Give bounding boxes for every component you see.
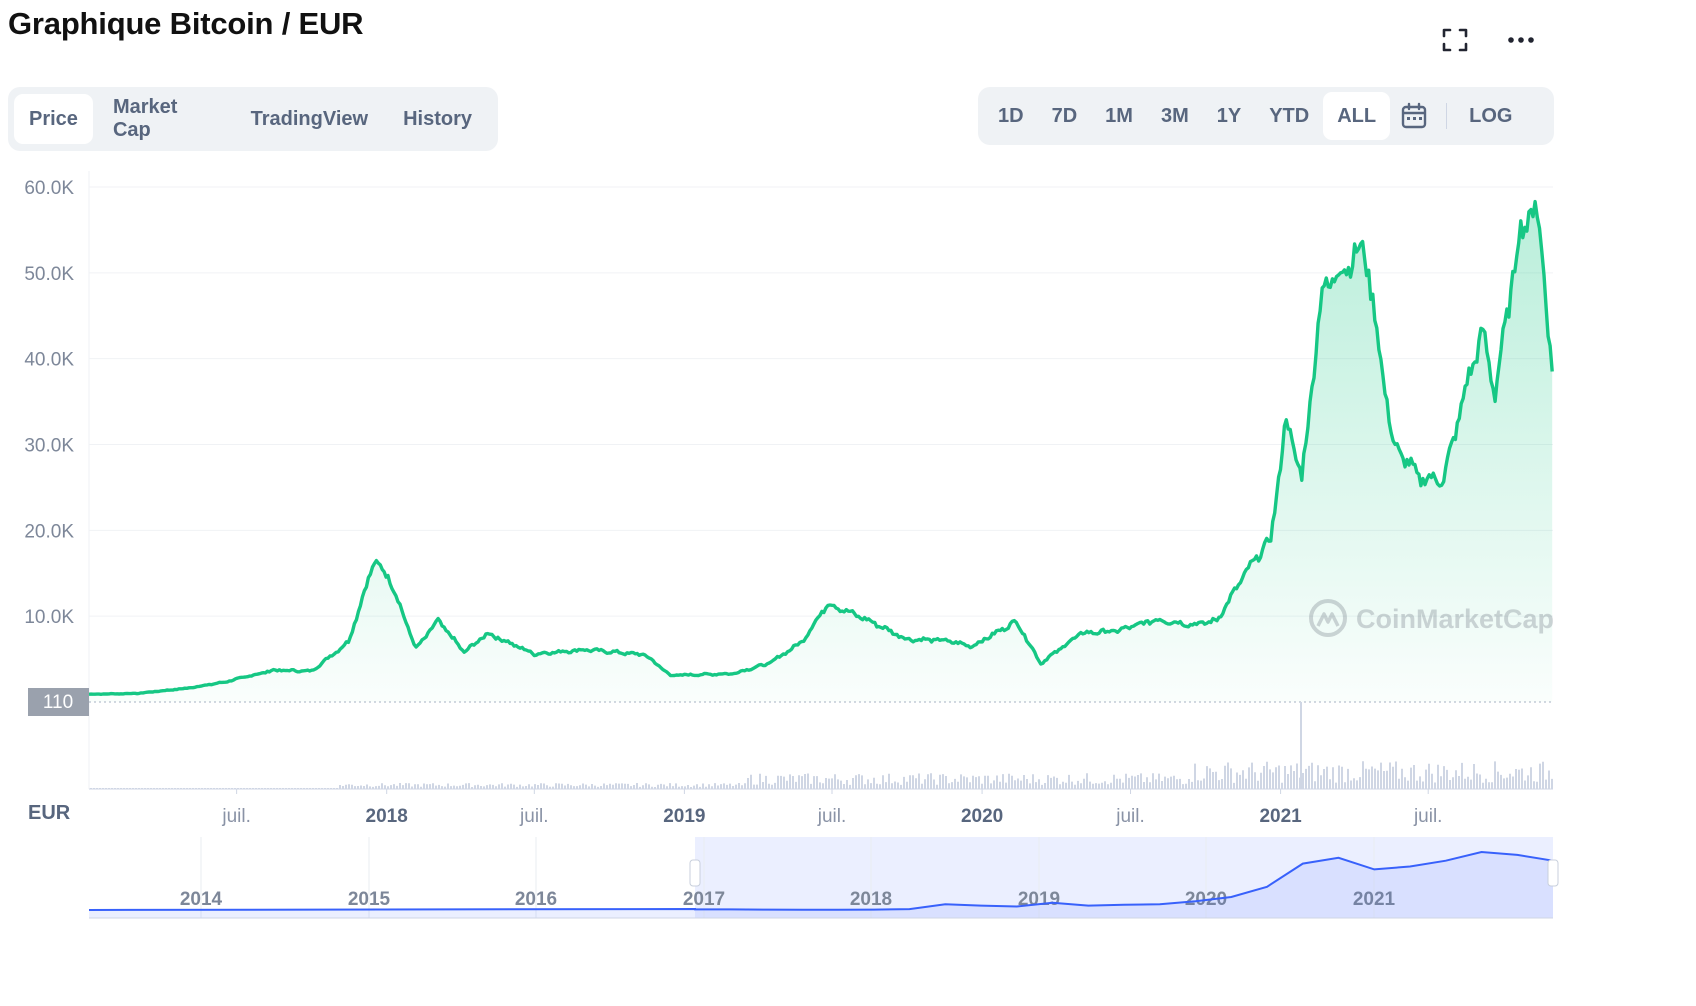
- price-line: [88, 199, 1554, 696]
- navigator-handle-right[interactable]: [1547, 859, 1559, 887]
- more-dots-icon: [1508, 37, 1534, 43]
- range-divider: [1446, 103, 1448, 129]
- range-1y[interactable]: 1Y: [1216, 104, 1242, 127]
- y-tick-label: 60.0K: [24, 178, 74, 199]
- range-1d[interactable]: 1D: [998, 104, 1024, 127]
- expand-icon: [1442, 28, 1468, 52]
- x-tick-label: juil.: [817, 806, 847, 827]
- tab-tradingview[interactable]: TradingView: [250, 107, 369, 130]
- x-tick-label: juil.: [221, 806, 251, 827]
- time-navigator[interactable]: 2014 2015 2016 2017 2018 2019 2020 2021: [88, 837, 1559, 919]
- baseline-label: 110: [43, 692, 73, 713]
- tab-market-cap[interactable]: Market Cap: [112, 96, 178, 141]
- page-title: Graphique Bitcoin / EUR: [8, 6, 364, 41]
- log-scale-toggle[interactable]: LOG: [1469, 104, 1513, 127]
- navigator-label: 2018: [850, 889, 892, 910]
- fullscreen-button[interactable]: [1433, 18, 1477, 62]
- x-tick-label: 2018: [366, 806, 408, 827]
- x-tick-label: 2021: [1259, 806, 1302, 827]
- navigator-label: 2016: [515, 889, 557, 910]
- y-tick-label: 30.0K: [24, 436, 74, 457]
- chart-type-tabs: Price Market Cap TradingView History: [8, 87, 498, 151]
- navigator-label: 2015: [348, 889, 391, 910]
- range-all[interactable]: ALL: [1323, 92, 1391, 140]
- x-tick-label: juil.: [1115, 806, 1145, 827]
- y-tick-label: 10.0K: [24, 607, 74, 628]
- navigator-line: [88, 850, 1554, 911]
- watermark-logo: CoinMarketCap: [1309, 599, 1554, 637]
- x-tick-label: juil.: [519, 806, 549, 827]
- currency-label: EUR: [28, 802, 71, 824]
- price-area: [89, 201, 1553, 702]
- x-tick-label: 2019: [663, 806, 705, 827]
- date-picker-button[interactable]: [1390, 92, 1438, 140]
- more-options-button[interactable]: [1499, 18, 1543, 62]
- range-7d[interactable]: 7D: [1051, 104, 1078, 127]
- navigator-label: 2014: [180, 889, 223, 910]
- calendar-icon: [1401, 102, 1427, 129]
- baseline-badge: [28, 688, 89, 716]
- range-ytd[interactable]: YTD: [1269, 104, 1310, 127]
- tab-history[interactable]: History: [403, 107, 472, 130]
- range-1m[interactable]: 1M: [1105, 104, 1133, 127]
- navigator-area: [89, 852, 1553, 918]
- navigator-label: 2017: [683, 889, 725, 910]
- navigator-label: 2021: [1353, 889, 1396, 910]
- time-range-selector: 1D 7D 1M 3M 1Y YTD ALL LOG: [978, 87, 1554, 145]
- x-tick-label: 2020: [961, 806, 1003, 827]
- y-tick-label: 40.0K: [24, 350, 74, 371]
- navigator-handle-left[interactable]: [689, 859, 701, 887]
- x-tick-label: juil.: [1413, 806, 1443, 827]
- y-tick-label: 20.0K: [24, 521, 74, 542]
- tab-price[interactable]: Price: [14, 94, 93, 144]
- range-3m[interactable]: 3M: [1160, 104, 1189, 127]
- watermark-text: CoinMarketCap: [1356, 604, 1554, 634]
- volume-bars: [90, 761, 1553, 789]
- y-tick-label: 50.0K: [24, 264, 74, 285]
